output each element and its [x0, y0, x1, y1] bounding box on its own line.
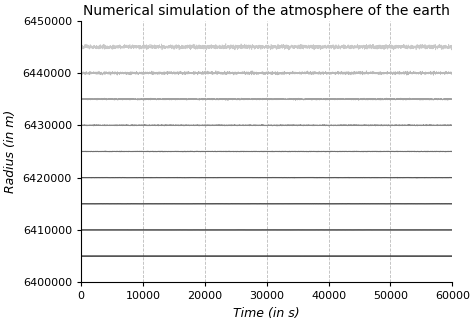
X-axis label: Time (in s): Time (in s) — [233, 307, 300, 320]
Title: Numerical simulation of the atmosphere of the earth: Numerical simulation of the atmosphere o… — [83, 4, 450, 18]
Y-axis label: Radius (in m): Radius (in m) — [4, 110, 17, 193]
